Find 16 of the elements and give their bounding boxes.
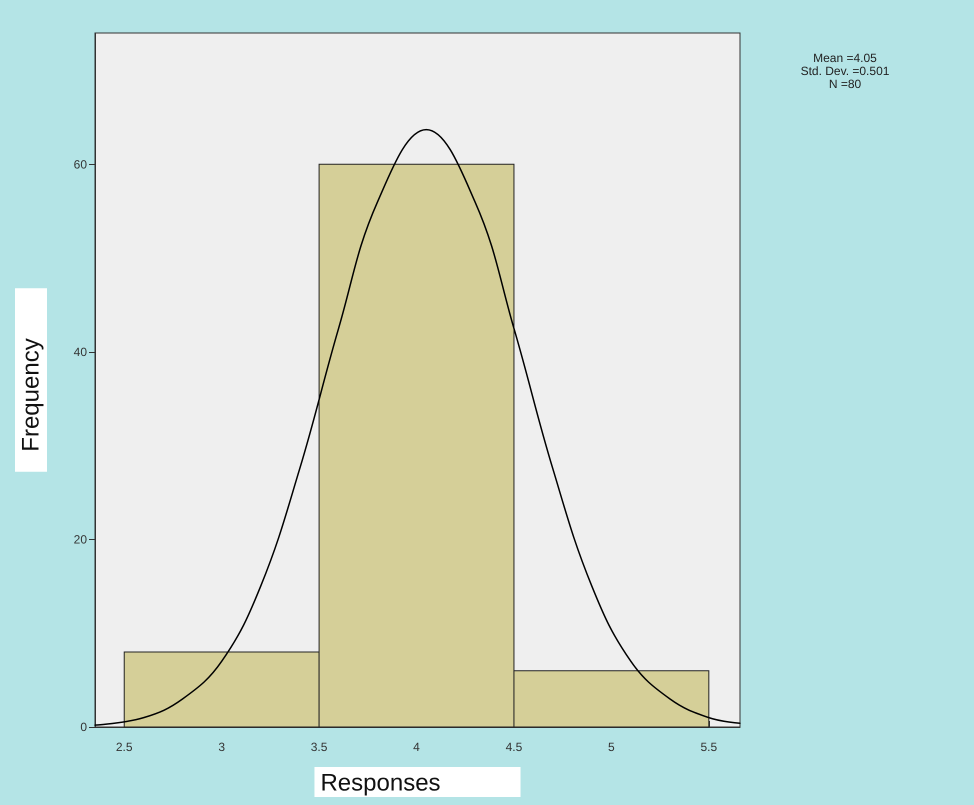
- x-axis-title: Responses: [320, 770, 441, 796]
- x-tick-label: 3.5: [310, 740, 328, 754]
- x-tick-label: 4.5: [506, 740, 523, 754]
- text: Mean =4.05: [812, 51, 878, 65]
- y-tick-label: 60: [74, 157, 88, 172]
- text: N =80: [828, 77, 862, 91]
- x-tick-label: 5: [608, 740, 616, 754]
- x-tick-label: 5.5: [700, 740, 718, 754]
- y-tick-label: 0: [80, 720, 88, 734]
- x-tick-label: 3: [218, 740, 226, 754]
- x-tick-label: 4: [413, 740, 420, 754]
- text: Std. Dev. =0.501: [800, 64, 890, 78]
- y-axis-title: Frequency: [18, 338, 44, 452]
- y-tick-label: 40: [74, 344, 88, 359]
- y-tick-label: 20: [74, 532, 88, 546]
- x-tick-label: 2.5: [116, 740, 133, 754]
